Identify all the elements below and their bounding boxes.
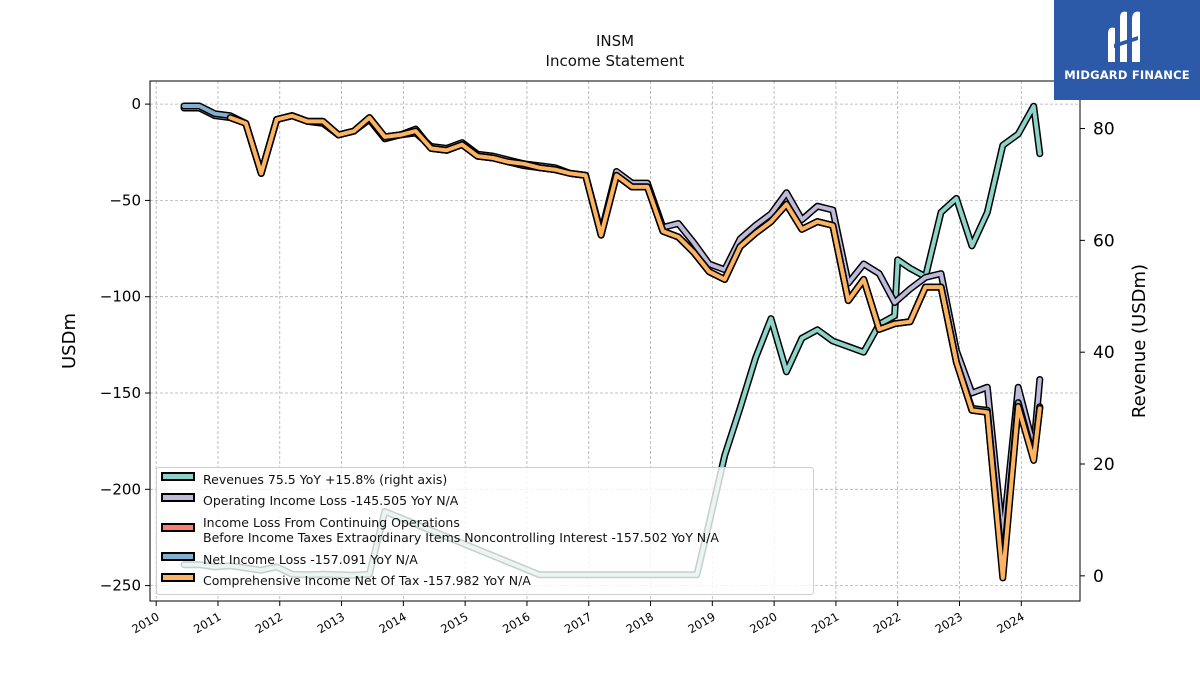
legend-label-revenues: Revenues 75.5 YoY +15.8% (right axis) — [203, 472, 448, 487]
brand-logo: MIDGARD FINANCE — [1054, 0, 1200, 100]
legend-label-net-income: Net Income Loss -157.091 YoY N/A — [203, 552, 418, 567]
y-right-tick-label: 80 — [1093, 120, 1115, 140]
x-tick-label: 2024 — [994, 609, 1026, 636]
y-right-tick-label: 40 — [1093, 343, 1115, 363]
legend-item-net-income: Net Income Loss -157.091 YoY N/A — [161, 552, 418, 567]
logo-text: MIDGARD FINANCE — [1064, 68, 1190, 82]
y-right-tick-label: 60 — [1093, 231, 1115, 251]
legend-swatch-revenues — [161, 472, 195, 481]
legend-swatch-operating-income — [161, 493, 195, 502]
legend-swatch-net-income — [161, 552, 195, 561]
y-left-tick-label: −200 — [100, 480, 141, 498]
legend-label-operating-income: Operating Income Loss -145.505 YoY N/A — [203, 493, 459, 508]
y-left-axis-label: USDm — [59, 313, 80, 369]
x-tick-label: 2022 — [871, 609, 903, 636]
y-left-tick-label: −150 — [100, 384, 141, 402]
x-tick-label: 2018 — [624, 609, 656, 636]
x-tick-label: 2019 — [685, 609, 717, 636]
y-left-tick-label: 0 — [131, 95, 141, 113]
series-line-4 — [228, 113, 1042, 580]
legend-label-income-before-taxes: Income Loss From Continuing Operations B… — [203, 515, 719, 545]
legend-swatch-income-before-taxes — [161, 523, 195, 532]
plot-frame — [149, 80, 1081, 602]
logo-mark-icon — [1108, 11, 1140, 63]
y-right-tick-label: 20 — [1093, 455, 1115, 475]
y-right-axis-label: Revenue (USDm) — [1129, 264, 1150, 418]
legend-label-comprehensive-income: Comprehensive Income Net Of Tax -157.982… — [203, 573, 531, 588]
legend-item-operating-income: Operating Income Loss -145.505 YoY N/A — [161, 493, 458, 508]
x-tick-label: 2017 — [562, 609, 594, 636]
x-tick-label: 2012 — [253, 609, 285, 636]
y-left-tick-label: −50 — [109, 191, 141, 209]
legend-swatch-comprehensive-income — [161, 573, 195, 582]
y-left-tick-label: −100 — [100, 288, 141, 306]
x-tick-label: 2013 — [315, 609, 347, 636]
chart-title: INSM — [595, 32, 635, 50]
x-tick-label: 2016 — [500, 609, 532, 636]
legend-item-comprehensive-income: Comprehensive Income Net Of Tax -157.982… — [161, 573, 531, 588]
x-tick-label: 2014 — [376, 609, 408, 636]
chart-legend: Revenues 75.5 YoY +15.8% (right axis) Op… — [156, 467, 814, 595]
y-right-tick-label: 0 — [1093, 567, 1104, 587]
x-tick-label: 2023 — [933, 609, 965, 636]
legend-item-revenues: Revenues 75.5 YoY +15.8% (right axis) — [161, 472, 447, 487]
x-tick-label: 2021 — [809, 609, 841, 636]
chart-subtitle: Income Statement — [545, 52, 685, 70]
y-left-tick-label: −250 — [100, 577, 141, 595]
x-tick-label: 2020 — [747, 609, 779, 636]
x-tick-label: 2015 — [438, 609, 470, 636]
x-tick-label: 2010 — [129, 609, 161, 636]
legend-item-income-before-taxes: Income Loss From Continuing Operations B… — [161, 515, 719, 545]
x-tick-label: 2011 — [191, 609, 223, 636]
